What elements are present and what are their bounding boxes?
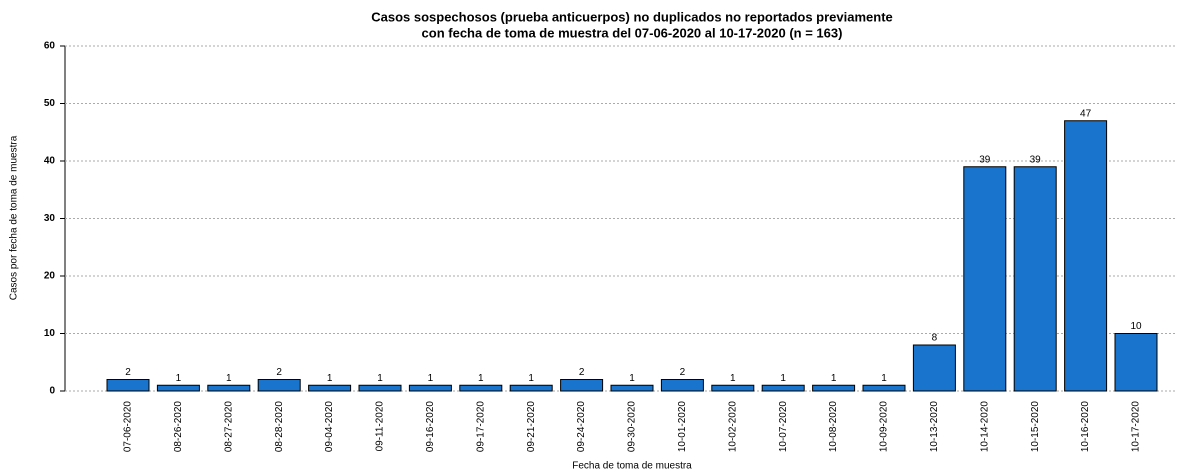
x-tick-label: 08-28-2020 bbox=[274, 401, 285, 453]
chart-title: Casos sospechosos (prueba anticuerpos) n… bbox=[371, 9, 893, 24]
x-tick-label: 07-06-2020 bbox=[123, 401, 134, 453]
value-label: 2 bbox=[125, 367, 131, 378]
bar bbox=[560, 379, 604, 392]
x-tick-label: 09-24-2020 bbox=[576, 401, 587, 453]
value-label: 2 bbox=[680, 367, 686, 378]
bar bbox=[963, 166, 1007, 392]
x-tick-label: 08-26-2020 bbox=[173, 401, 184, 453]
bar bbox=[408, 384, 452, 392]
bar bbox=[912, 344, 956, 392]
x-tick-label: 09-04-2020 bbox=[324, 401, 335, 453]
x-tick-label: 10-08-2020 bbox=[828, 401, 839, 453]
value-label: 1 bbox=[226, 373, 232, 384]
y-axis-label: Casos por fecha de toma de muestra bbox=[9, 135, 20, 300]
y-tick-label: 40 bbox=[44, 156, 56, 167]
x-tick-label: 10-13-2020 bbox=[929, 401, 940, 453]
value-label: 39 bbox=[979, 154, 991, 165]
x-tick-label: 09-17-2020 bbox=[475, 401, 486, 453]
value-label: 2 bbox=[276, 367, 282, 378]
value-label: 1 bbox=[478, 373, 484, 384]
value-label: 8 bbox=[932, 333, 938, 344]
x-tick-label: 10-15-2020 bbox=[1030, 401, 1041, 453]
value-label: 47 bbox=[1080, 108, 1092, 119]
x-tick-label: 09-16-2020 bbox=[425, 401, 436, 453]
x-tick-label: 09-30-2020 bbox=[627, 401, 638, 453]
x-tick-label: 10-17-2020 bbox=[1131, 401, 1142, 453]
y-tick-label: 0 bbox=[49, 386, 55, 397]
bar bbox=[862, 384, 906, 392]
bar bbox=[1013, 166, 1057, 392]
value-label: 39 bbox=[1030, 154, 1042, 165]
x-tick-label: 10-16-2020 bbox=[1080, 401, 1091, 453]
value-label: 2 bbox=[579, 367, 585, 378]
value-label: 1 bbox=[881, 373, 887, 384]
bar bbox=[207, 384, 251, 392]
y-tick-label: 60 bbox=[44, 41, 56, 52]
x-tick-label: 09-21-2020 bbox=[526, 401, 537, 453]
bar bbox=[610, 384, 654, 392]
y-tick-label: 30 bbox=[44, 213, 56, 224]
bar bbox=[358, 384, 402, 392]
x-tick-label: 08-27-2020 bbox=[223, 401, 234, 453]
value-label: 1 bbox=[629, 373, 635, 384]
value-label: 1 bbox=[377, 373, 383, 384]
value-label: 1 bbox=[780, 373, 786, 384]
x-tick-label: 10-01-2020 bbox=[677, 401, 688, 453]
chart-title: con fecha de toma de muestra del 07-06-2… bbox=[422, 25, 843, 40]
value-label: 1 bbox=[831, 373, 837, 384]
bar bbox=[509, 384, 553, 392]
x-tick-label: 10-07-2020 bbox=[778, 401, 789, 453]
bar bbox=[711, 384, 755, 392]
x-axis-label: Fecha de toma de muestra bbox=[572, 461, 692, 472]
bar bbox=[761, 384, 805, 392]
value-label: 1 bbox=[327, 373, 333, 384]
value-label: 10 bbox=[1130, 321, 1142, 332]
value-label: 1 bbox=[528, 373, 534, 384]
bar bbox=[156, 384, 200, 392]
bar bbox=[106, 379, 150, 392]
x-tick-label: 10-09-2020 bbox=[879, 401, 890, 453]
y-tick-label: 10 bbox=[44, 328, 56, 339]
x-tick-label: 09-11-2020 bbox=[375, 401, 386, 452]
bar bbox=[257, 379, 301, 392]
value-label: 1 bbox=[176, 373, 182, 384]
bar bbox=[660, 379, 704, 392]
y-tick-label: 50 bbox=[44, 98, 56, 109]
bar bbox=[308, 384, 352, 392]
x-tick-label: 10-14-2020 bbox=[979, 401, 990, 453]
bar bbox=[812, 384, 856, 392]
bar bbox=[1114, 333, 1158, 392]
value-label: 1 bbox=[428, 373, 434, 384]
value-label: 1 bbox=[730, 373, 736, 384]
bar bbox=[459, 384, 503, 392]
y-tick-label: 20 bbox=[44, 271, 56, 282]
bar bbox=[1064, 120, 1108, 392]
x-tick-label: 10-02-2020 bbox=[727, 401, 738, 453]
